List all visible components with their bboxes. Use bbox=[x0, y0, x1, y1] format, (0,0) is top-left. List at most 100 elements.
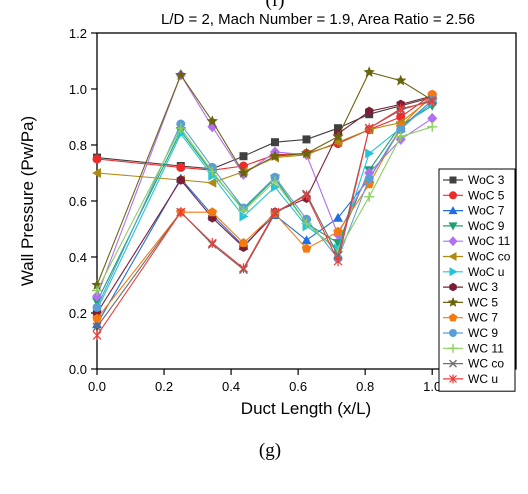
x-tick-label: 0.4 bbox=[222, 379, 240, 394]
data-point bbox=[238, 205, 249, 216]
y-tick-label: 1.2 bbox=[69, 26, 87, 41]
series-wc-11 bbox=[92, 121, 438, 296]
data-point bbox=[301, 243, 312, 253]
legend-label: WoC co bbox=[468, 250, 511, 264]
series-woc-3 bbox=[93, 93, 437, 173]
series-line bbox=[96, 99, 433, 308]
legend-item: WC u bbox=[443, 372, 498, 386]
axis-ticks: 0.00.20.40.60.81.01.20.00.20.40.60.81.01… bbox=[69, 26, 508, 394]
legend-item: WoC 7 bbox=[443, 204, 505, 218]
data-point bbox=[269, 176, 280, 187]
data-point bbox=[239, 152, 248, 161]
data-point bbox=[365, 148, 375, 159]
legend-item: WoC 5 bbox=[443, 188, 505, 202]
data-point bbox=[270, 207, 280, 218]
data-point bbox=[270, 138, 279, 147]
legend-item: WC co bbox=[443, 357, 504, 371]
series-line bbox=[96, 99, 433, 328]
series-line bbox=[96, 94, 433, 319]
data-point bbox=[238, 238, 249, 248]
legend-label: WC 5 bbox=[468, 295, 498, 309]
legend-label: WC co bbox=[468, 357, 504, 371]
data-point bbox=[207, 238, 217, 248]
legend-label: WoC 7 bbox=[468, 204, 505, 218]
legend-label: WoC 5 bbox=[468, 188, 505, 202]
legend-marker bbox=[449, 329, 457, 337]
legend-item: WC 7 bbox=[443, 311, 498, 325]
chart-title: L/D = 2, Mach Number = 1.9, Area Ratio =… bbox=[161, 11, 475, 28]
y-tick-label: 0.6 bbox=[69, 194, 87, 209]
y-tick-label: 0.0 bbox=[69, 362, 87, 377]
series-line bbox=[96, 71, 433, 286]
legend-item: WoC co bbox=[443, 250, 511, 264]
legend-item: WC 9 bbox=[443, 326, 498, 340]
data-point bbox=[396, 103, 406, 114]
data-point bbox=[427, 112, 438, 124]
y-tick-label: 0.8 bbox=[69, 138, 87, 153]
legend-marker bbox=[448, 236, 458, 247]
series-wc-9 bbox=[92, 95, 437, 312]
data-point bbox=[239, 263, 248, 274]
data-point bbox=[239, 211, 249, 222]
legend-marker bbox=[449, 176, 457, 184]
data-point bbox=[176, 207, 186, 218]
series-line bbox=[96, 126, 433, 291]
data-point bbox=[332, 130, 344, 142]
data-point bbox=[427, 121, 438, 132]
legend-marker bbox=[447, 296, 459, 307]
figure-caption: (g) bbox=[259, 440, 281, 461]
data-point bbox=[302, 190, 311, 201]
legend-marker bbox=[448, 206, 458, 215]
data-point bbox=[91, 279, 103, 290]
x-axis-title: Duct Length (x/L) bbox=[241, 399, 371, 418]
data-point bbox=[302, 135, 311, 144]
legend-marker bbox=[449, 282, 457, 292]
data-point bbox=[92, 168, 101, 178]
data-point bbox=[92, 297, 102, 307]
data-point bbox=[92, 285, 102, 296]
y-tick-label: 0.4 bbox=[69, 250, 87, 265]
data-point bbox=[92, 322, 102, 332]
data-point bbox=[270, 182, 280, 192]
data-point bbox=[394, 74, 407, 86]
series-line bbox=[96, 99, 433, 325]
data-point bbox=[364, 123, 374, 134]
data-point bbox=[92, 319, 102, 329]
legend-marker bbox=[448, 222, 458, 231]
legend-label: WoC 11 bbox=[468, 234, 511, 248]
series-wc-u bbox=[92, 96, 437, 341]
data-point bbox=[396, 125, 406, 135]
x-tick-label: 0.6 bbox=[289, 379, 307, 394]
top-caption: (f) bbox=[266, 0, 285, 11]
legend-label: WC 7 bbox=[468, 311, 498, 325]
data-point bbox=[92, 302, 102, 312]
data-point bbox=[364, 191, 375, 202]
data-point bbox=[364, 174, 374, 184]
data-point bbox=[334, 124, 343, 133]
legend-marker bbox=[449, 267, 458, 277]
data-point bbox=[92, 330, 102, 341]
data-point bbox=[301, 218, 312, 229]
data-point bbox=[363, 66, 375, 78]
legend-label: WoC 9 bbox=[468, 219, 505, 233]
legend-marker bbox=[449, 374, 457, 384]
legend-item: WC 5 bbox=[443, 295, 498, 309]
x-tick-label: 0.2 bbox=[155, 379, 173, 394]
legend-item: WoC u bbox=[443, 265, 504, 279]
legend-item: WoC 9 bbox=[443, 219, 505, 233]
series-line bbox=[96, 96, 433, 184]
data-point bbox=[395, 131, 406, 142]
data-point bbox=[301, 235, 312, 245]
series-wc-5 bbox=[91, 66, 438, 290]
legend-label: WC 3 bbox=[468, 280, 498, 294]
legend-marker bbox=[448, 252, 457, 261]
y-axis-title: Wall Pressure (Pw/Pa) bbox=[18, 116, 37, 286]
legend-marker bbox=[449, 359, 457, 368]
data-point bbox=[207, 207, 218, 217]
data-point bbox=[92, 154, 102, 164]
series-line bbox=[96, 101, 433, 336]
legend-item: WC 3 bbox=[443, 280, 498, 294]
series-line bbox=[96, 105, 433, 303]
data-point bbox=[427, 96, 437, 107]
